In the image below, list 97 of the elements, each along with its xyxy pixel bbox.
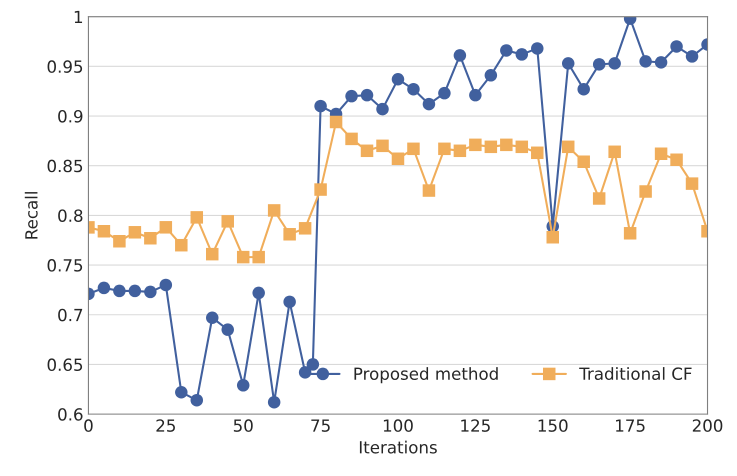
y-tick-label: 0.7	[58, 308, 82, 322]
point	[392, 73, 404, 86]
y-tick-label: 0.95	[48, 60, 82, 73]
point	[392, 152, 404, 165]
point	[531, 42, 544, 55]
point	[252, 286, 265, 300]
point	[144, 286, 157, 298]
y-tick-label: 0.75	[48, 259, 82, 272]
x-tick-label: 0	[84, 419, 93, 432]
point	[98, 225, 110, 238]
point	[654, 148, 668, 160]
x-tick-label: 100	[384, 419, 413, 432]
point	[376, 140, 389, 152]
point	[144, 232, 157, 244]
point	[268, 396, 280, 408]
point	[577, 155, 590, 168]
point	[360, 144, 374, 158]
x-tick-label: 125	[461, 419, 490, 432]
x-tick-label: 50	[234, 419, 253, 432]
x-tick-label: 150	[538, 419, 568, 432]
point	[283, 296, 296, 308]
point	[670, 40, 683, 53]
point	[306, 358, 320, 371]
point	[592, 192, 606, 205]
point	[608, 146, 621, 158]
x-tick-label: 25	[156, 419, 175, 432]
point	[454, 49, 466, 62]
x-tick-label: 175	[616, 419, 645, 432]
point	[206, 311, 219, 324]
y-tick-label: 0.85	[48, 160, 82, 172]
point	[376, 102, 389, 116]
point	[175, 386, 188, 399]
point	[422, 184, 436, 197]
point	[268, 204, 280, 217]
point	[298, 222, 312, 235]
point	[283, 228, 296, 241]
x-tick-label: 200	[692, 419, 722, 432]
point	[113, 234, 126, 248]
point	[639, 55, 652, 68]
point	[624, 227, 636, 240]
point	[500, 44, 513, 57]
y-axis-title: Recall	[24, 192, 38, 239]
point	[592, 58, 606, 71]
point	[562, 140, 574, 154]
point	[128, 226, 142, 239]
point	[190, 394, 204, 406]
point	[113, 284, 126, 298]
point	[345, 90, 358, 102]
point	[360, 88, 374, 102]
y-tick-label: 1	[74, 10, 82, 23]
point	[330, 116, 342, 128]
legend-label: Proposed method	[354, 367, 498, 384]
point	[252, 250, 265, 264]
point	[654, 56, 668, 69]
point	[608, 57, 621, 70]
point	[345, 132, 358, 146]
point	[469, 138, 482, 152]
point	[546, 231, 559, 244]
point	[484, 140, 498, 154]
point	[206, 248, 219, 260]
point	[98, 282, 110, 294]
point	[190, 211, 204, 224]
point	[500, 138, 513, 152]
x-axis-title: Iterations	[360, 440, 437, 454]
point	[562, 57, 574, 70]
point	[128, 284, 142, 298]
y-tick-label: 0.6	[58, 408, 83, 421]
point	[670, 153, 683, 166]
point	[686, 50, 698, 63]
point	[407, 142, 420, 156]
y-tick-label: 0.8	[58, 209, 82, 222]
point	[221, 323, 234, 336]
y-tick-label: 0.9	[58, 110, 82, 123]
point	[221, 215, 234, 228]
point	[175, 238, 188, 252]
point	[531, 146, 544, 160]
point	[422, 98, 436, 110]
x-tick-label: 75	[311, 419, 330, 432]
point	[577, 82, 590, 96]
legend-label: Traditional CF	[579, 367, 692, 380]
point	[160, 221, 172, 234]
point	[454, 144, 466, 158]
point	[160, 278, 172, 292]
point	[639, 185, 652, 198]
y-tick-label: 0.65	[48, 358, 82, 372]
point	[407, 82, 420, 96]
point	[438, 142, 451, 156]
point	[516, 140, 528, 154]
point	[236, 379, 250, 392]
point	[469, 88, 482, 102]
point	[484, 69, 498, 82]
point	[314, 183, 327, 196]
point	[314, 100, 327, 112]
point	[516, 48, 528, 61]
point	[438, 86, 451, 100]
point	[236, 250, 250, 264]
point	[686, 177, 698, 190]
